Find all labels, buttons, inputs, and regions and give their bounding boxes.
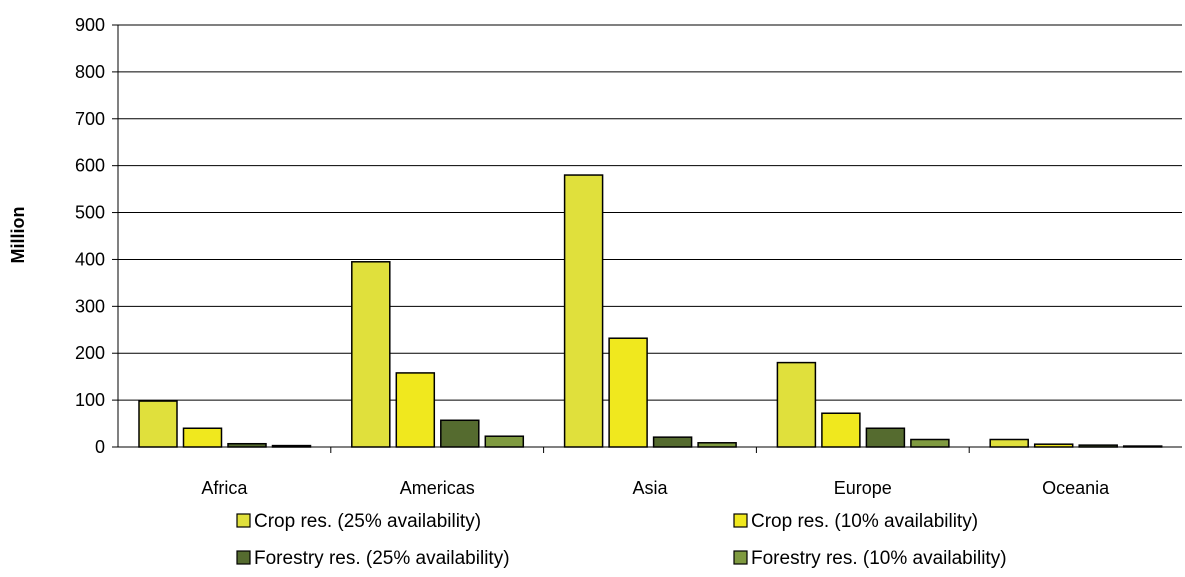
bar-africa-series-1	[138, 400, 178, 448]
y-tick-label: 300	[75, 296, 105, 316]
y-tick-label: 700	[75, 109, 105, 129]
bar-asia-series-2	[608, 337, 648, 448]
bar-americas-series-4	[484, 435, 525, 448]
x-tick-label: Africa	[201, 478, 248, 498]
y-tick-label: 900	[75, 15, 105, 35]
x-tick-label: Americas	[400, 478, 475, 498]
legend-label-1: Crop res. (25% availability)	[254, 511, 481, 532]
legend-swatch-4	[733, 550, 748, 565]
bars	[138, 174, 1163, 448]
legend: Crop res. (25% availability) Crop res. (1…	[236, 511, 1007, 569]
bar-africa-series-2	[182, 427, 223, 448]
y-tick-labels: 0 100 200 300 400 500 600 700 800 900	[75, 15, 105, 457]
x-tick-label: Oceania	[1042, 478, 1110, 498]
y-tick-label: 0	[95, 437, 105, 457]
bar-europe-series-4	[910, 438, 950, 448]
y-tick-label: 800	[75, 62, 105, 82]
y-tick-label: 400	[75, 249, 105, 269]
bar-americas-series-2	[395, 372, 436, 448]
gridlines	[112, 24, 1182, 448]
x-tick-label: Europe	[834, 478, 892, 498]
legend-swatch-1	[236, 513, 251, 528]
y-axis-label: Million	[8, 207, 28, 264]
axes	[117, 25, 1182, 453]
bar-asia-series-4	[697, 442, 737, 448]
bar-asia-series-3	[652, 436, 693, 448]
legend-swatch-3	[236, 550, 251, 565]
bar-europe-series-1	[776, 361, 817, 448]
bar-oceania-series-1	[989, 438, 1029, 448]
bar-americas-series-1	[351, 261, 391, 448]
bar-americas-series-3	[440, 419, 480, 448]
x-tick-label: Asia	[632, 478, 668, 498]
y-tick-label: 200	[75, 343, 105, 363]
y-tick-label: 100	[75, 390, 105, 410]
legend-label-3: Forestry res. (25% availability)	[254, 548, 510, 569]
bar-asia-series-1	[563, 174, 604, 448]
bar-europe-series-3	[865, 427, 906, 448]
x-tick-labels: Africa Americas Asia Europe Oceania	[201, 478, 1110, 498]
y-tick-label: 500	[75, 203, 105, 223]
legend-label-4: Forestry res. (10% availability)	[751, 548, 1007, 569]
bar-europe-series-2	[821, 412, 861, 448]
y-tick-label: 600	[75, 156, 105, 176]
legend-swatch-2	[733, 513, 748, 528]
legend-label-2: Crop res. (10% availability)	[751, 511, 978, 532]
